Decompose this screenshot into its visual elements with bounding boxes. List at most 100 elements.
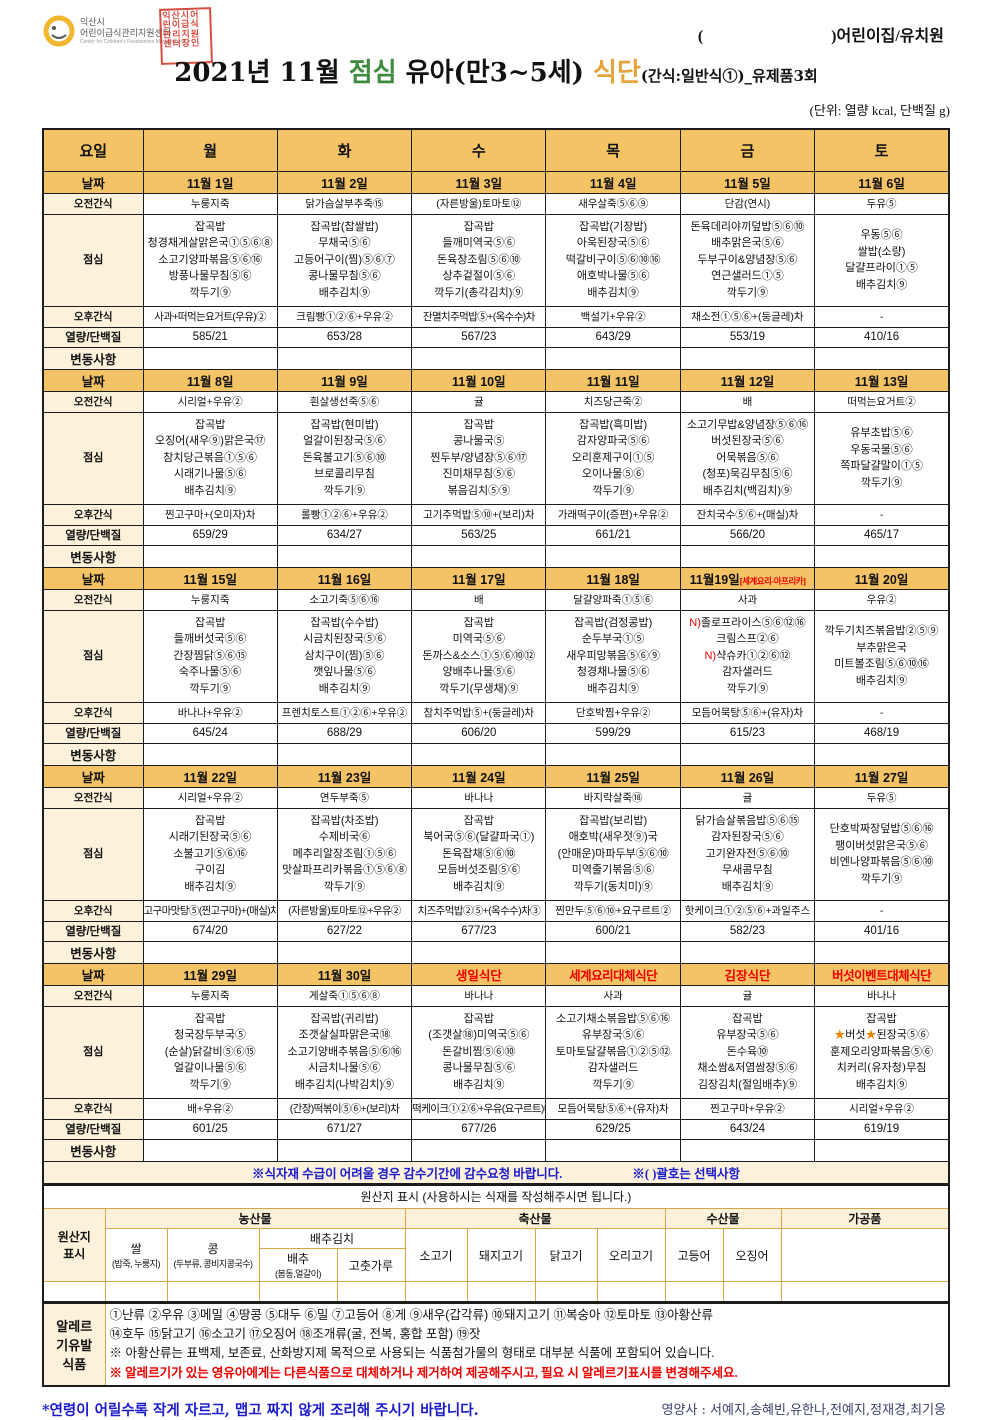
origin-item-mackerel: 고등어 bbox=[664, 1228, 724, 1282]
nutrition-cell: 659/29 bbox=[142, 524, 278, 546]
origin-item-duck: 오리고기 bbox=[596, 1228, 666, 1282]
origin-write-in[interactable] bbox=[258, 1281, 338, 1302]
am-snack-cell: 바나나 bbox=[411, 786, 547, 809]
lunch-cell: 잡곡밥 오징어(새우⑨)맑은국⑰ 참치당근볶음①⑤⑥ 시래기나물⑤⑥ 배추김치⑨ bbox=[142, 411, 278, 505]
pm-snack-cell: 잔멸치주먹밥⑤+(옥수수)차 bbox=[411, 305, 547, 328]
nutrition-cell: 661/21 bbox=[545, 524, 681, 546]
origin-write-in[interactable] bbox=[722, 1281, 782, 1302]
am-snack-cell: 단감(연시) bbox=[679, 192, 816, 215]
pm-snack-cell: 롤빵①②⑥+우유② bbox=[276, 503, 413, 526]
am-snack-cell: 두유⑤ bbox=[814, 786, 950, 809]
date-cell: 11월 8일 bbox=[142, 368, 278, 392]
date-cell: 11월 17일 bbox=[411, 566, 547, 590]
changes-cell bbox=[679, 1138, 816, 1162]
origin-write-in[interactable] bbox=[466, 1281, 536, 1302]
pm-snack-cell: 모듬어묵탕⑤⑥+(유자)차 bbox=[679, 701, 816, 724]
am-snack-cell: 달걀양파죽①⑤⑥ bbox=[545, 588, 681, 611]
pm-snack-cell: 참치주먹밥⑤+(둥글레)차 bbox=[411, 701, 547, 724]
date-cell: 11월 5일 bbox=[679, 170, 816, 194]
lunch-cell: 잡곡밥(수수밥) 시금치된장국⑤⑥ 삼치구이(찜)⑤⑥ 깻잎나물⑤⑥ 배추김치⑨ bbox=[276, 609, 413, 703]
date-cell: 11월19일[세계요리-아프리카] bbox=[679, 566, 816, 590]
date-cell: 11월 1일 bbox=[142, 170, 278, 194]
pm-snack-cell: - bbox=[814, 701, 950, 724]
lunch-cell: 닭가슴살볶음밥⑤⑥⑮ 감자된장국⑤⑥ 고기완자전⑤⑥⑩ 무새콤무침 배추김치⑨ bbox=[679, 807, 816, 901]
row-label: 오후간식 bbox=[42, 701, 144, 724]
supply-note: ※식자재 수급이 어려울 경우 감수기간에 감수요청 바랍니다. ※( )괄호는 … bbox=[42, 1160, 950, 1184]
origin-write-in[interactable] bbox=[404, 1281, 468, 1302]
row-label: 점심 bbox=[42, 609, 144, 703]
changes-cell bbox=[411, 1138, 547, 1162]
am-snack-cell: 배 bbox=[679, 390, 816, 413]
pm-snack-cell: 배+우유② bbox=[142, 1097, 278, 1120]
date-cell: 11월 11일 bbox=[545, 368, 681, 392]
category-agriculture: 농산물 bbox=[104, 1208, 406, 1229]
origin-write-in[interactable] bbox=[664, 1281, 724, 1302]
lunch-cell: 잡곡밥(보리밥) 애호박(새우젓⑨)국 (안매운)마파두부⑤⑥⑩ 미역줄기볶음⑤⑥ 깍두… bbox=[545, 807, 681, 901]
row-label: 오후간식 bbox=[42, 305, 144, 328]
lunch-cell: 잡곡밥 콩나물국⑤ 찐두부/양념장⑤⑥⑰ 진미채무침⑤⑥ 볶음김치⑤⑨ bbox=[411, 411, 547, 505]
am-snack-cell: 치즈당근죽② bbox=[545, 390, 681, 413]
changes-cell bbox=[411, 346, 547, 370]
lunch-cell: 잡곡밥(검정콩밥) 순두부국①⑤ 새우피망볶음⑤⑥⑨ 청경채나물⑤⑥ 배추김치⑨ bbox=[545, 609, 681, 703]
day-header-cell: 월 bbox=[142, 128, 278, 172]
changes-cell bbox=[142, 544, 278, 568]
am-snack-cell: 누룽지죽 bbox=[142, 192, 278, 215]
origin-item-beef: 소고기 bbox=[404, 1228, 468, 1282]
origin-item-cabbage: 배추 (봄동,얼갈이) bbox=[258, 1248, 338, 1282]
date-cell: 김장식단 bbox=[679, 962, 816, 986]
row-label: 오전간식 bbox=[42, 786, 144, 809]
changes-cell bbox=[411, 544, 547, 568]
nutrition-cell: 643/24 bbox=[679, 1118, 816, 1140]
pm-snack-cell: 백설기+우유② bbox=[545, 305, 681, 328]
am-snack-cell: 바나나 bbox=[814, 984, 950, 1007]
pm-snack-cell: 치즈주먹밥②⑤+(옥수수)차③ bbox=[411, 899, 547, 922]
origin-write-in[interactable] bbox=[166, 1281, 260, 1302]
am-snack-cell: 두유⑤ bbox=[814, 192, 950, 215]
lunch-cell: 유부초밥⑤⑥ 우동국물⑤⑥ 쪽파달걀말이①⑤ 깍두기⑨ bbox=[814, 411, 950, 505]
row-label: 날짜 bbox=[42, 764, 144, 788]
day-header-cell: 금 bbox=[679, 128, 816, 172]
row-label: 변동사항 bbox=[42, 346, 144, 370]
row-label: 오후간식 bbox=[42, 503, 144, 526]
nutrition-cell: 677/26 bbox=[411, 1118, 547, 1140]
lunch-cell: 잡곡밥 들깨버섯국⑤⑥ 간장찜닭⑤⑥⑮ 숙주나물⑤⑥ 깍두기⑨ bbox=[142, 609, 278, 703]
lunch-cell: 잡곡밥 들깨미역국⑤⑥ 돈육장조림⑤⑥⑩ 상추겉절이⑤⑥ 깍두기(총각김치)⑨ bbox=[411, 213, 547, 307]
nutrition-cell: 671/27 bbox=[276, 1118, 413, 1140]
origin-write-in[interactable] bbox=[42, 1281, 106, 1302]
lunch-cell: 잡곡밥 ★버섯★된장국⑤⑥ 훈제오리양파볶음⑤⑥ 치커리(유자청)무침 배추김치⑨ bbox=[814, 1005, 950, 1099]
nutrition-cell: 582/23 bbox=[679, 920, 816, 942]
origin-write-in[interactable] bbox=[596, 1281, 666, 1302]
am-snack-cell: (자른방울)토마토⑫ bbox=[411, 192, 547, 215]
row-label: 오전간식 bbox=[42, 192, 144, 215]
origin-write-in[interactable] bbox=[104, 1281, 168, 1302]
date-cell: 11월 2일 bbox=[276, 170, 413, 194]
row-label: 날짜 bbox=[42, 962, 144, 986]
day-header-cell: 목 bbox=[545, 128, 681, 172]
date-cell: 11월 25일 bbox=[545, 764, 681, 788]
cooking-note: *연령이 어릴수록 작게 자르고, 맵고 짜지 않게 조리해 주시기 바랍니다. bbox=[42, 1402, 479, 1419]
lunch-cell: 잡곡밥 청국장두부국⑤ (순살)닭갈비⑤⑥⑮ 얼갈이나물⑤⑥ 깍두기⑨ bbox=[142, 1005, 278, 1099]
nutrition-cell: 566/20 bbox=[679, 524, 816, 546]
nutrition-cell: 465/17 bbox=[814, 524, 950, 546]
row-label: 오전간식 bbox=[42, 984, 144, 1007]
row-label: 열량/단백질 bbox=[42, 1118, 144, 1140]
nutrition-cell: 643/29 bbox=[545, 326, 681, 348]
origin-write-in[interactable] bbox=[534, 1281, 598, 1302]
changes-cell bbox=[142, 346, 278, 370]
row-label: 오후간식 bbox=[42, 1097, 144, 1120]
lunch-cell: 돈육데리야끼덮밥⑤⑥⑩ 배추맑은국⑤⑥ 두부구이&양념장⑤⑥ 연근샐러드①⑤ 깍두기⑨ bbox=[679, 213, 816, 307]
date-cell: 11월 24일 bbox=[411, 764, 547, 788]
changes-cell bbox=[679, 742, 816, 766]
date-cell: 11월 18일 bbox=[545, 566, 681, 590]
row-label: 변동사항 bbox=[42, 940, 144, 964]
nutrition-cell: 585/21 bbox=[142, 326, 278, 348]
nutrition-cell: 615/23 bbox=[679, 722, 816, 744]
origin-write-in[interactable] bbox=[336, 1281, 406, 1302]
changes-cell bbox=[276, 940, 413, 964]
changes-cell bbox=[814, 1138, 950, 1162]
origin-item-processed-blank[interactable] bbox=[780, 1228, 950, 1282]
am-snack-cell: 시리얼+우유② bbox=[142, 786, 278, 809]
origin-write-in[interactable] bbox=[780, 1281, 950, 1302]
allergy-table: 알레르 기유발 식품 ①난류 ②우유 ③메밀 ④땅콩 ⑤대두 ⑥밀 ⑦고등어 ⑧게 … bbox=[42, 1301, 950, 1387]
day-header-cell: 수 bbox=[411, 128, 547, 172]
